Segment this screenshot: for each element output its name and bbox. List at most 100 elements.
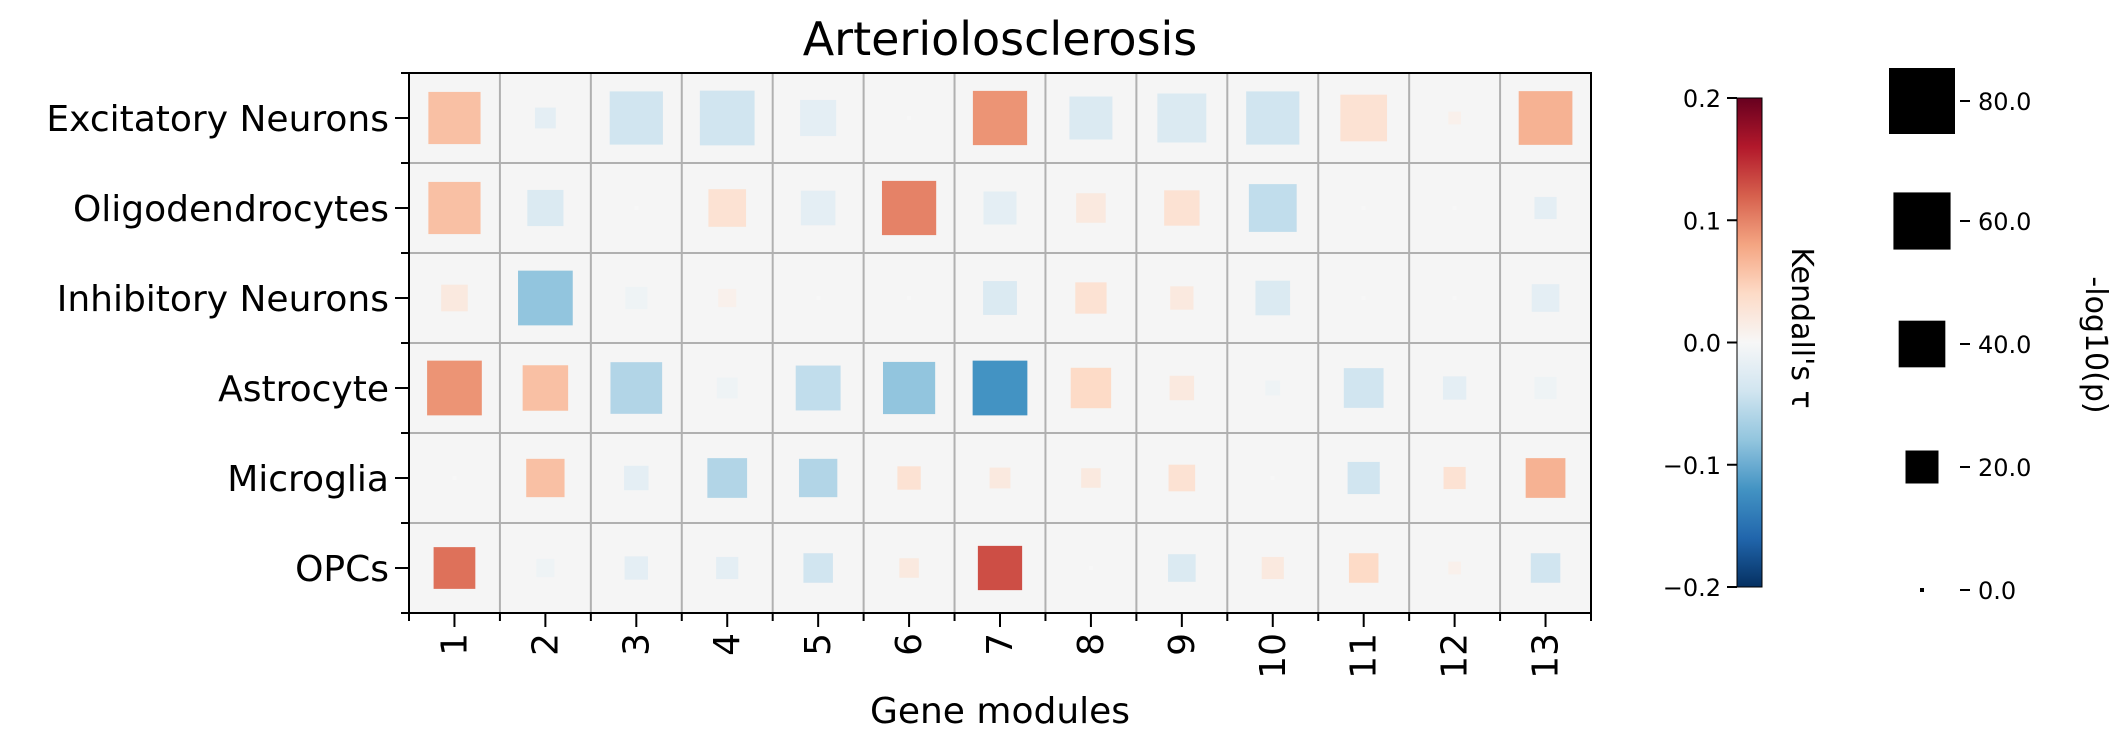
heatmap-cell (1169, 375, 1195, 401)
heatmap-cell (977, 545, 1023, 591)
heatmap-cell (625, 286, 648, 310)
heatmap-cell (881, 180, 937, 236)
heatmap-cell (1531, 284, 1560, 312)
x-tick-label: 1 (434, 633, 475, 656)
heatmap-cell (972, 90, 1028, 146)
heatmap-cell (699, 90, 755, 146)
heatmap-cell (522, 365, 569, 411)
heatmap-cell (1361, 206, 1366, 210)
y-tick-label: Microglia (227, 459, 389, 500)
heatmap-cell (707, 458, 748, 498)
heatmap-cell (634, 206, 639, 210)
size-legend-square (1893, 192, 1951, 250)
heatmap-cell (907, 116, 912, 120)
heatmap-cell (716, 556, 739, 580)
heatmap-cell (989, 467, 1011, 489)
size-legend-square (1905, 450, 1939, 484)
heatmap-cell (1443, 466, 1466, 490)
colorbar-tick-label: 0.0 (1683, 330, 1721, 358)
heatmap-cell (972, 360, 1028, 416)
heatmap-cell (795, 365, 841, 411)
heatmap-cell (624, 556, 648, 580)
heatmap-cell (610, 362, 663, 414)
heatmap-cell (1164, 190, 1200, 226)
size-legend: 80.0 60.0 40.0 20.0 0.0 -log10(p) (1889, 68, 2113, 605)
heatmap-cell (624, 465, 649, 491)
heatmap-cell (1157, 93, 1207, 143)
heatmap-cell (1518, 91, 1573, 145)
heatmap-cell (433, 547, 476, 589)
heatmap-cell (1248, 184, 1297, 232)
heatmap-cell (536, 558, 555, 578)
y-tick-label: Oligodendrocytes (73, 189, 389, 230)
heatmap-cell (798, 458, 838, 498)
size-legend-square (1889, 68, 1955, 134)
heatmap-cell (1530, 553, 1561, 583)
heatmap-cell (1448, 111, 1462, 125)
x-tick-label: 7 (980, 633, 1021, 656)
size-legend-square (1920, 588, 1924, 592)
heatmap-cell (1170, 286, 1194, 310)
size-legend-label: 20.0 (1978, 454, 2031, 482)
x-tick-label: 3 (616, 633, 657, 656)
heatmap-cell (1534, 196, 1557, 220)
heatmap-cell (1069, 96, 1113, 140)
heatmap-cell (1361, 296, 1366, 300)
colorbar-label: Kendall's τ (1784, 247, 1819, 408)
heatmap-cell (899, 558, 919, 578)
heatmap-cell (1076, 193, 1106, 223)
heatmap-cell (1343, 368, 1384, 408)
heatmap-cell (800, 99, 837, 137)
y-tick-label: Excitatory Neurons (46, 99, 389, 140)
heatmap-cell (1246, 91, 1300, 145)
heatmap-cell (427, 360, 482, 416)
heatmap-cell (716, 377, 738, 399)
heatmap-cell (428, 181, 481, 235)
size-legend-label: 60.0 (1978, 208, 2031, 236)
size-legend-square (1898, 320, 1946, 368)
heatmap-cell (1265, 380, 1281, 396)
x-tick-label: 10 (1253, 633, 1294, 679)
heatmap-cell (1070, 367, 1112, 409)
heatmap-cell (983, 281, 1017, 315)
heatmap-cell (1452, 296, 1457, 300)
colorbar-tick-label: −0.2 (1663, 574, 1721, 602)
x-tick-label: 9 (1162, 633, 1203, 656)
heatmap-cell (803, 553, 833, 583)
heatmap-cell (441, 284, 468, 312)
heatmap-cell (1081, 468, 1101, 488)
heatmap-cell (1075, 282, 1107, 314)
heatmap-cell (1452, 206, 1457, 210)
x-tick-label: 8 (1071, 633, 1112, 656)
heatmap-cell (609, 91, 663, 145)
heatmap-cell (1261, 556, 1284, 580)
heatmap-cell (718, 288, 737, 308)
chart-title: Arteriolosclerosis (803, 12, 1198, 66)
heatmap-cell (526, 458, 565, 498)
heatmap-cell (1442, 376, 1467, 400)
x-tick-label: 11 (1344, 633, 1385, 679)
heatmap-cell (1168, 554, 1196, 582)
heatmap-cell (527, 189, 564, 227)
size-legend-label: 0.0 (1978, 577, 2016, 605)
size-legend-label: 40.0 (1978, 331, 2031, 359)
y-tick-label: OPCs (295, 549, 389, 590)
heatmap-cell (1168, 464, 1196, 492)
x-axis-label: Gene modules (870, 691, 1130, 732)
heatmap-cell (1088, 566, 1093, 570)
colorbar-tick-label: 0.2 (1683, 85, 1721, 113)
heatmap-cell (1448, 561, 1462, 575)
x-tick-label: 4 (707, 633, 748, 656)
y-tick-label: Inhibitory Neurons (57, 279, 389, 320)
heatmap-cell (708, 189, 747, 227)
colorbar-tick-label: −0.1 (1663, 452, 1721, 480)
x-tick-label: 12 (1435, 633, 1476, 679)
heatmap-cell (1270, 476, 1275, 480)
size-legend-label: 80.0 (1978, 88, 2031, 116)
size-legend-title: -log10(p) (2078, 276, 2113, 413)
colorbar-bar (1737, 98, 1762, 587)
x-tick-label: 6 (889, 633, 930, 656)
heatmap-cell (816, 296, 821, 300)
heatmap-cell (897, 466, 921, 490)
